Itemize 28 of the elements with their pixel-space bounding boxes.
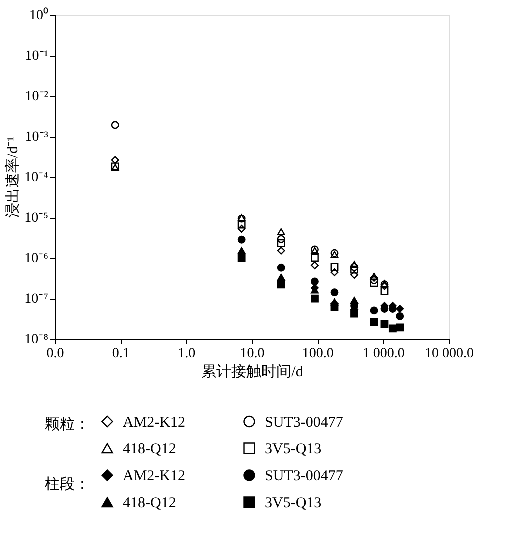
x-tick-label: 10.0 [240,346,265,362]
text: 柱段： [45,476,90,493]
legend-label: SUT3-00477 [265,468,344,484]
y-tick-label: 10⁻⁴ [24,170,49,186]
x-tick-label: 1 000.0 [362,346,405,362]
legend-label: 3V5-Q13 [265,442,322,458]
legend-label: SUT3-00477 [265,414,344,431]
x-tick-label: 100.0 [302,346,334,362]
y-tick-label: 10⁻⁸ [24,332,49,348]
x-tick-label: 0.0 [46,346,64,362]
x-tick-label: 1.0 [178,346,196,362]
y-tick-label: 10⁻⁷ [24,292,49,307]
y-tick-label: 10⁰ [30,8,48,24]
y-tick-label: 10⁻³ [25,130,48,145]
legend-label: AM2-K12 [123,468,186,484]
y-axis-title: 浸出速率/d⁻¹ [4,136,22,218]
text: 颗粒： [45,417,90,433]
y-tick-label: 10⁻² [25,90,48,104]
y-tick-label: 10⁻¹ [25,49,48,64]
x-tick-label: 0.1 [112,346,130,362]
legend-label: 418-Q12 [123,442,176,458]
legend-label: AM2-K12 [123,414,186,431]
legend-label: 3V5-Q13 [265,496,322,512]
x-tick-label: 10 000.0 [425,346,474,362]
legend-label: 418-Q12 [123,496,176,512]
y-tick-label: 10⁻⁵ [24,211,49,226]
y-tick-label: 10⁻⁶ [24,252,49,266]
x-axis-title: 累计接触时间/d [202,364,304,380]
